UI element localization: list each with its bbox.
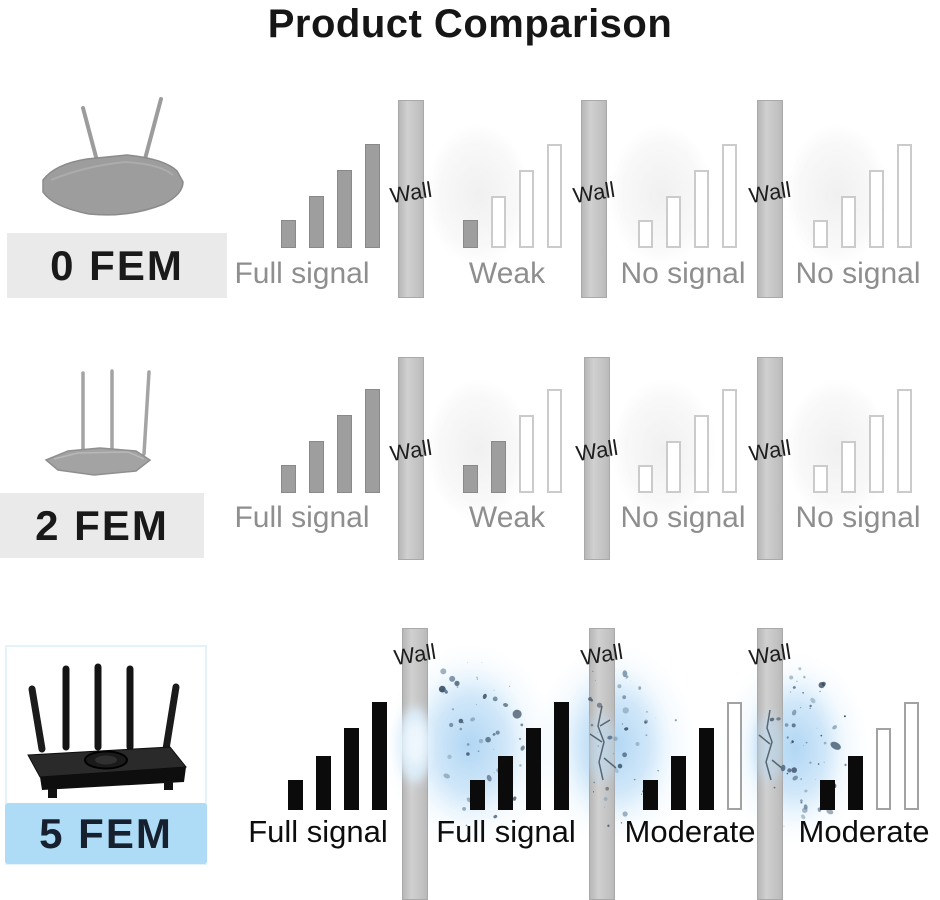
wall <box>757 100 783 298</box>
signal-bars-group <box>820 702 919 810</box>
signal-bar-empty <box>638 465 653 493</box>
signal-bar-empty <box>869 415 884 493</box>
fem-label: 2 FEM <box>0 493 204 558</box>
signal-bar-empty <box>904 702 919 810</box>
signal-bars-group <box>638 389 737 493</box>
wall <box>398 357 424 560</box>
signal-bar-filled <box>463 465 478 493</box>
wall <box>584 357 610 560</box>
signal-bar-empty <box>722 389 737 493</box>
signal-strength-label: No signal <box>620 257 746 290</box>
signal-bar-empty <box>727 702 742 810</box>
signal-bar-empty <box>666 196 681 248</box>
signal-bars-group <box>281 144 380 248</box>
signal-strength-label: No signal <box>795 501 921 534</box>
signal-bar-empty <box>722 144 737 248</box>
signal-strength-label: Moderate <box>798 814 930 849</box>
signal-bar-empty <box>876 728 891 810</box>
signal-bar-filled <box>699 728 714 810</box>
signal-bar-empty <box>491 196 506 248</box>
signal-bar-filled <box>463 220 478 248</box>
signal-bar-filled <box>281 220 296 248</box>
signal-bar-empty <box>897 389 912 493</box>
signal-strength-label: Full signal <box>248 814 388 849</box>
signal-bar-filled <box>643 780 658 810</box>
signal-strength-label: Full signal <box>234 501 370 534</box>
signal-bar-empty <box>897 144 912 248</box>
signal-bar-filled <box>848 756 863 810</box>
signal-bar-filled <box>372 702 387 810</box>
router-3-antennas-icon <box>38 358 210 495</box>
signal-strength-label: No signal <box>795 257 921 290</box>
signal-bar-empty <box>694 170 709 248</box>
wall <box>757 357 783 560</box>
signal-bar-empty <box>519 170 534 248</box>
signal-bar-filled <box>281 465 296 493</box>
fem-label: 0 FEM <box>7 233 227 298</box>
signal-bar-empty <box>869 170 884 248</box>
signal-strength-label: Weak <box>468 257 546 290</box>
signal-bars-group <box>463 144 562 248</box>
signal-bar-empty <box>813 220 828 248</box>
signal-bar-filled <box>337 170 352 248</box>
signal-bar-filled <box>820 780 835 810</box>
signal-bar-filled <box>526 728 541 810</box>
signal-bar-filled <box>344 728 359 810</box>
router-5-antennas-icon <box>18 655 194 810</box>
fem-label: 5 FEM <box>5 803 207 864</box>
signal-strength-label: No signal <box>620 501 746 534</box>
signal-bar-empty <box>638 220 653 248</box>
signal-bar-filled <box>337 415 352 493</box>
signal-bar-empty <box>547 144 562 248</box>
signal-strength-label: Moderate <box>624 814 756 849</box>
signal-bar-filled <box>309 196 324 248</box>
page-title: Product Comparison <box>267 2 673 46</box>
wall <box>398 100 424 298</box>
signal-bar-filled <box>671 756 686 810</box>
signal-bar-filled <box>309 441 324 493</box>
signal-bars-group <box>643 702 742 810</box>
signal-bars-group <box>638 144 737 248</box>
signal-bar-empty <box>841 441 856 493</box>
wall <box>581 100 607 298</box>
signal-strength-label: Full signal <box>436 814 576 849</box>
signal-bar-empty <box>666 441 681 493</box>
router-2-antennas-icon <box>25 92 205 237</box>
wall-glow <box>594 355 734 545</box>
signal-bars-group <box>288 702 387 810</box>
signal-bar-filled <box>491 441 506 493</box>
signal-bars-group <box>281 389 380 493</box>
signal-bar-empty <box>694 415 709 493</box>
signal-bar-empty <box>813 465 828 493</box>
signal-bar-filled <box>365 144 380 248</box>
signal-bar-empty <box>841 196 856 248</box>
signal-bars-group <box>470 702 569 810</box>
signal-bar-filled <box>470 780 485 810</box>
signal-bar-empty <box>519 415 534 493</box>
signal-bar-filled <box>554 702 569 810</box>
signal-bar-empty <box>547 389 562 493</box>
signal-bars-group <box>463 389 562 493</box>
signal-strength-label: Full signal <box>234 257 370 290</box>
signal-bar-filled <box>316 756 331 810</box>
signal-strength-label: Weak <box>468 501 546 534</box>
signal-bars-group <box>813 389 912 493</box>
signal-bar-filled <box>288 780 303 810</box>
signal-bar-filled <box>498 756 513 810</box>
signal-bars-group <box>813 144 912 248</box>
signal-bar-filled <box>365 389 380 493</box>
